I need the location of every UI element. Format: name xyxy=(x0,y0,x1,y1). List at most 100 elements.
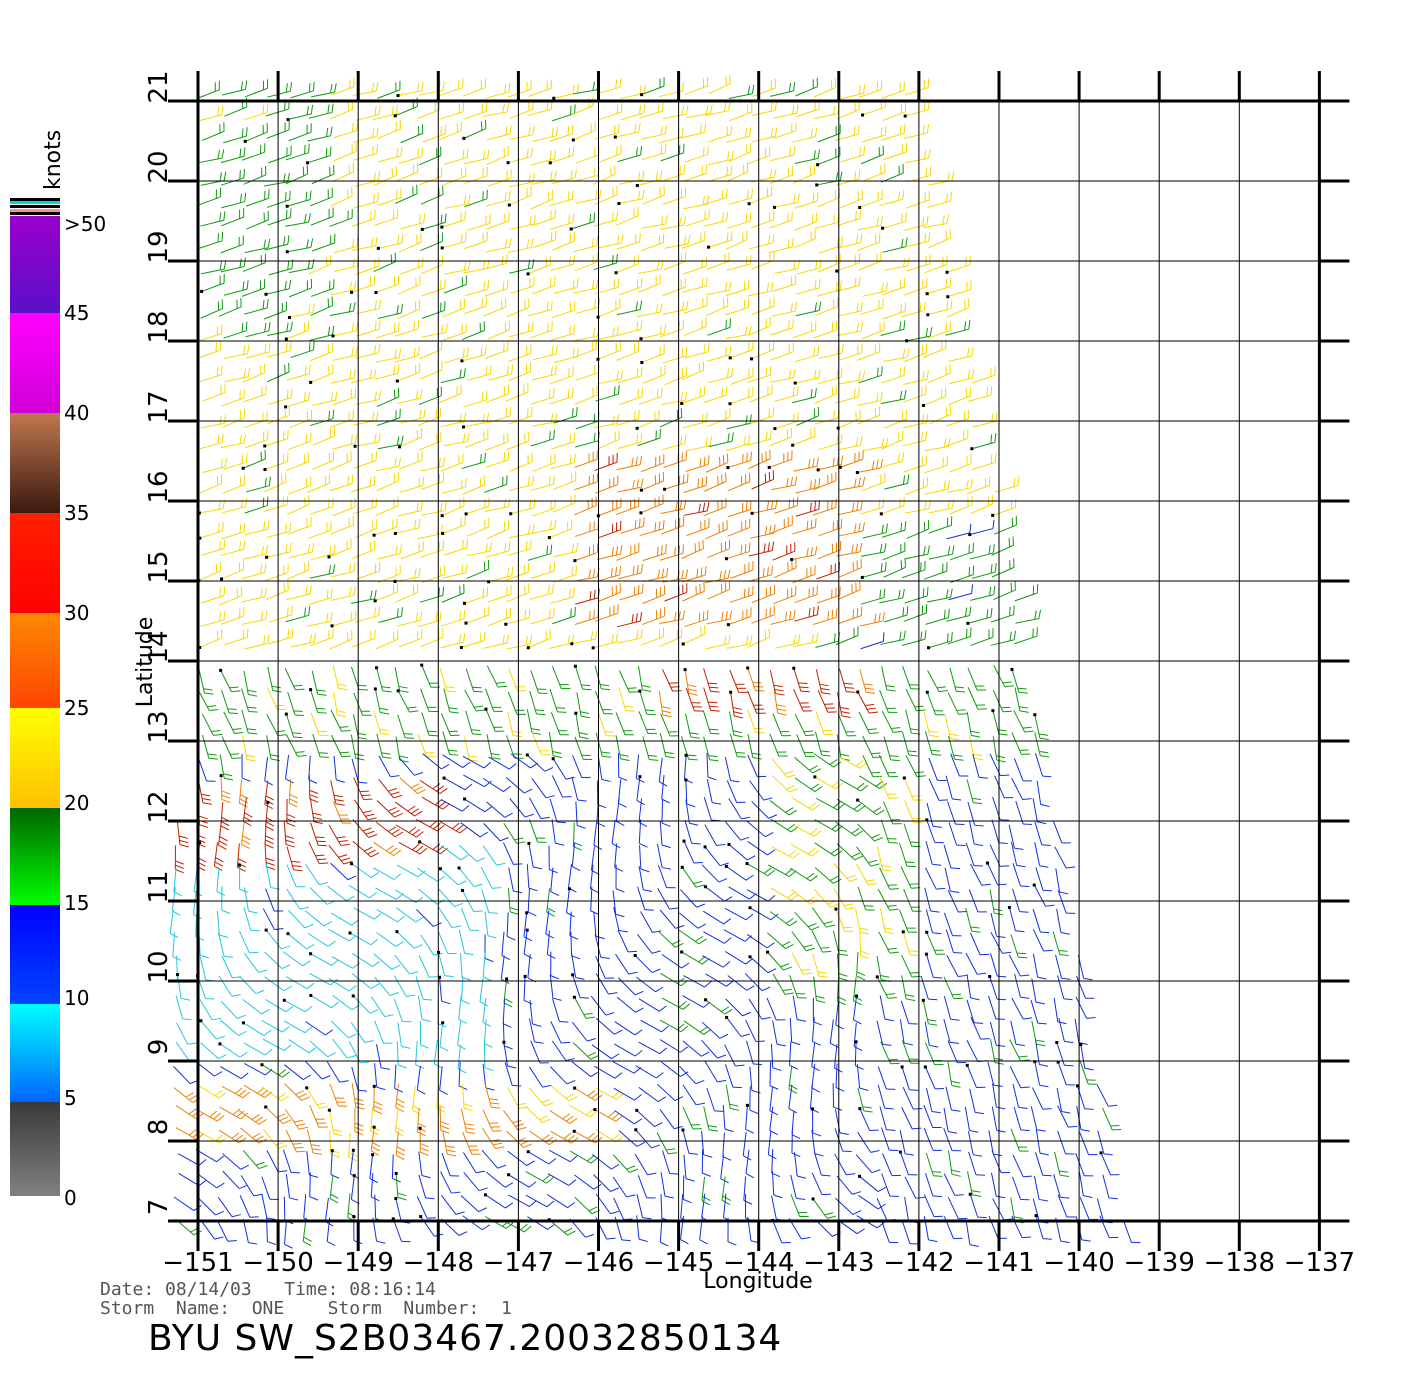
wind-barb xyxy=(795,500,821,517)
wind-barb xyxy=(395,824,424,838)
wind-barb xyxy=(417,995,431,1022)
wind-barb xyxy=(375,630,399,650)
rain-flag-dot xyxy=(858,1107,862,1111)
wind-barb xyxy=(772,121,797,140)
wind-barb xyxy=(880,320,906,337)
wind-barb xyxy=(862,163,886,182)
lat-tick-label: 20 xyxy=(144,150,174,183)
wind-barb xyxy=(660,972,689,987)
wind-barb xyxy=(1057,1130,1075,1155)
wind-barb xyxy=(374,1194,385,1223)
wind-barb xyxy=(308,103,334,119)
wind-barb xyxy=(417,524,444,540)
wind-barb xyxy=(902,431,928,447)
wind-barb xyxy=(1080,1044,1094,1071)
wind-barb xyxy=(813,471,837,491)
wind-barb xyxy=(244,496,269,514)
wind-barb xyxy=(443,432,470,447)
wind-barb xyxy=(220,802,230,831)
wind-barb xyxy=(881,277,906,296)
wind-barb xyxy=(947,801,965,826)
wind-barb xyxy=(419,779,448,794)
wind-barb xyxy=(752,127,778,143)
wind-barb xyxy=(642,185,665,205)
rain-flag-dot xyxy=(263,444,267,448)
wind-barb xyxy=(636,409,660,429)
wind-barb xyxy=(928,757,947,781)
wind-barb xyxy=(926,932,946,955)
wind-barb xyxy=(615,409,640,427)
wind-barb xyxy=(751,499,778,514)
wind-barb xyxy=(574,608,599,625)
wind-barb xyxy=(286,798,296,827)
wind-barb xyxy=(862,561,887,578)
wind-barb xyxy=(331,77,355,96)
wind-barb xyxy=(464,586,489,604)
wind-barb xyxy=(353,127,379,143)
wind-barb xyxy=(683,257,708,275)
wind-barb xyxy=(217,932,233,958)
wind-barb xyxy=(659,909,685,929)
wind-barb xyxy=(988,1130,1003,1157)
wind-barb xyxy=(679,912,707,929)
wind-barb xyxy=(612,1154,639,1173)
wind-barb xyxy=(418,1151,431,1179)
wind-barb xyxy=(635,1065,664,1079)
wind-barb xyxy=(241,279,266,297)
rain-flag-dot xyxy=(284,405,288,409)
wind-barb xyxy=(1057,975,1073,1001)
wind-barb xyxy=(466,214,491,231)
wind-barb xyxy=(723,929,753,942)
wind-barb xyxy=(991,1150,1011,1174)
wind-barb xyxy=(261,1176,279,1201)
wind-barb xyxy=(947,1196,968,1220)
wind-barb xyxy=(967,1131,983,1157)
wind-barb xyxy=(879,995,894,1022)
wind-barb xyxy=(927,277,952,295)
wind-barb xyxy=(525,1171,554,1184)
wind-barb xyxy=(773,586,797,605)
wind-barb xyxy=(1096,1084,1118,1107)
wind-barb xyxy=(837,580,861,600)
wind-barb xyxy=(659,544,685,561)
wind-barb xyxy=(308,255,332,275)
lon-tick-label: −145 xyxy=(643,1248,714,1278)
wind-barb xyxy=(683,476,708,494)
wind-barb xyxy=(857,691,879,714)
wind-barb xyxy=(862,437,889,452)
rain-flag-dot xyxy=(350,862,354,866)
rain-flag-dot xyxy=(898,1150,902,1154)
wind-barb xyxy=(794,149,821,165)
colorbar-cap-stripe xyxy=(10,201,60,204)
wind-barb xyxy=(725,298,750,316)
wind-barb xyxy=(287,238,314,253)
wind-barb xyxy=(991,819,1008,844)
wind-barb xyxy=(442,515,466,534)
rain-flag-dot xyxy=(1034,1214,1038,1218)
rain-flag-dot xyxy=(726,623,730,627)
rain-flag-dot xyxy=(330,624,334,628)
wind-barb xyxy=(750,407,775,425)
wind-barb xyxy=(421,301,446,319)
wind-barb xyxy=(1013,1106,1030,1132)
wind-barb xyxy=(877,1066,896,1090)
wind-barb xyxy=(701,1021,729,1039)
wind-barb xyxy=(484,911,497,939)
wind-barb xyxy=(397,1022,411,1049)
wind-barb xyxy=(795,77,818,97)
lon-tick-label: −137 xyxy=(1284,1248,1355,1278)
wind-barb xyxy=(617,367,643,383)
wind-barb xyxy=(200,539,226,556)
wind-barb xyxy=(177,974,190,1001)
wind-barb xyxy=(1100,1152,1120,1176)
wind-barb xyxy=(751,470,775,490)
wind-barb xyxy=(267,208,292,226)
wind-barb xyxy=(794,777,823,792)
wind-barb xyxy=(905,232,931,248)
wind-barb xyxy=(311,233,336,252)
rain-flag-dot xyxy=(286,118,290,122)
wind-barb xyxy=(664,473,689,490)
wind-barb xyxy=(1010,1020,1025,1047)
wind-barb xyxy=(620,517,645,534)
wind-barb xyxy=(923,387,947,406)
